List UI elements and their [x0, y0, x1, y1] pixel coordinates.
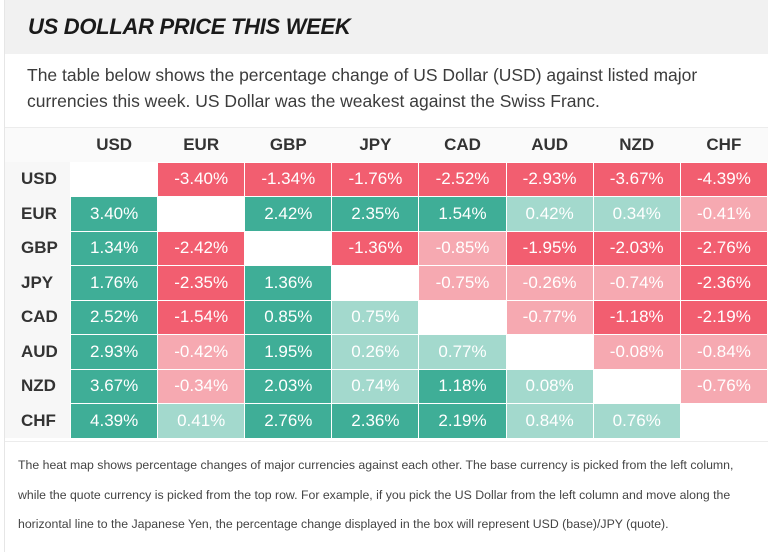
- heat-cell-gbp-usd: 1.34%: [70, 230, 159, 266]
- column-header: JPY: [331, 127, 419, 162]
- heat-cell-aud-cad: 0.77%: [418, 334, 507, 370]
- heat-cell-usd-eur: -3.40%: [157, 161, 246, 197]
- heat-cell-cad-gbp: 0.85%: [244, 299, 333, 335]
- heat-cell-cad-chf: -2.19%: [679, 299, 768, 335]
- column-header: USD: [70, 127, 158, 162]
- column-header: EUR: [157, 127, 245, 162]
- intro-text: The table below shows the percentage cha…: [27, 65, 698, 111]
- heat-cell-aud-usd: 2.93%: [70, 334, 159, 370]
- footnote-text: The heat map shows percentage changes of…: [18, 458, 734, 531]
- table-row: CAD 2.52% -1.54% 0.85% 0.75% -0.77% -1.18% -2.1…: [5, 299, 768, 335]
- heat-cell-aud-aud: [505, 334, 594, 370]
- heat-cell-aud-chf: -0.84%: [679, 334, 768, 370]
- heat-cell-eur-cad: 1.54%: [418, 196, 507, 232]
- heat-cell-nzd-cad: 1.18%: [418, 368, 507, 404]
- heat-cell-nzd-chf: -0.76%: [679, 368, 768, 404]
- heat-cell-aud-gbp: 1.95%: [244, 334, 333, 370]
- page-title: US DOLLAR PRICE THIS WEEK: [28, 14, 351, 39]
- heat-cell-usd-aud: -2.93%: [505, 161, 594, 197]
- heat-cell-cad-jpy: 0.75%: [331, 299, 420, 335]
- row-header: CAD: [5, 300, 71, 335]
- heat-cell-chf-gbp: 2.76%: [244, 403, 333, 439]
- heat-cell-aud-eur: -0.42%: [157, 334, 246, 370]
- heat-cell-gbp-nzd: -2.03%: [592, 230, 681, 266]
- heat-cell-usd-nzd: -3.67%: [592, 161, 681, 197]
- table-row: NZD 3.67% -0.34% 2.03% 0.74% 1.18% 0.08% -0.76%: [5, 368, 768, 404]
- column-header-row: USD EUR GBP JPY CAD AUD NZD CHF: [5, 127, 768, 162]
- heat-cell-cad-usd: 2.52%: [70, 299, 159, 335]
- heat-cell-usd-usd: [70, 161, 159, 197]
- column-header: NZD: [593, 127, 681, 162]
- heat-cell-eur-chf: -0.41%: [679, 196, 768, 232]
- heat-cell-eur-aud: 0.42%: [505, 196, 594, 232]
- table-row: EUR 3.40% 2.42% 2.35% 1.54% 0.42% 0.34% -0.41%: [5, 196, 768, 232]
- row-header: AUD: [5, 334, 71, 369]
- currency-heat-map: USD EUR GBP JPY CAD AUD NZD CHF USD -3.40…: [5, 127, 768, 439]
- heat-cell-gbp-cad: -0.85%: [418, 230, 507, 266]
- heat-cell-nzd-gbp: 2.03%: [244, 368, 333, 404]
- heat-cell-cad-aud: -0.77%: [505, 299, 594, 335]
- heat-cell-cad-eur: -1.54%: [157, 299, 246, 335]
- heat-cell-chf-jpy: 2.36%: [331, 403, 420, 439]
- divider: [5, 441, 768, 442]
- row-header: GBP: [5, 231, 71, 266]
- heat-cell-usd-chf: -4.39%: [679, 161, 768, 197]
- heat-cell-chf-aud: 0.84%: [505, 403, 594, 439]
- heat-cell-gbp-gbp: [244, 230, 333, 266]
- heat-cell-usd-cad: -2.52%: [418, 161, 507, 197]
- heat-cell-jpy-gbp: 1.36%: [244, 265, 333, 301]
- heat-cell-eur-jpy: 2.35%: [331, 196, 420, 232]
- table-row: CHF 4.39% 0.41% 2.76% 2.36% 2.19% 0.84% 0.76%: [5, 403, 768, 439]
- heat-cell-nzd-eur: -0.34%: [157, 368, 246, 404]
- heat-cell-jpy-nzd: -0.74%: [592, 265, 681, 301]
- heat-cell-aud-jpy: 0.26%: [331, 334, 420, 370]
- heat-cell-eur-usd: 3.40%: [70, 196, 159, 232]
- heat-cell-jpy-jpy: [331, 265, 420, 301]
- table-row: AUD 2.93% -0.42% 1.95% 0.26% 0.77% -0.08% -0.84…: [5, 334, 768, 370]
- heat-cell-chf-usd: 4.39%: [70, 403, 159, 439]
- heat-cell-jpy-cad: -0.75%: [418, 265, 507, 301]
- heat-cell-jpy-aud: -0.26%: [505, 265, 594, 301]
- heat-cell-gbp-aud: -1.95%: [505, 230, 594, 266]
- heat-cell-cad-nzd: -1.18%: [592, 299, 681, 335]
- heat-cell-nzd-aud: 0.08%: [505, 368, 594, 404]
- heat-cell-aud-nzd: -0.08%: [592, 334, 681, 370]
- heat-cell-nzd-nzd: [592, 368, 681, 404]
- heat-cell-usd-gbp: -1.34%: [244, 161, 333, 197]
- heat-cell-cad-cad: [418, 299, 507, 335]
- column-header: AUD: [506, 127, 594, 162]
- heat-cell-eur-gbp: 2.42%: [244, 196, 333, 232]
- heat-cell-gbp-jpy: -1.36%: [331, 230, 420, 266]
- table-row: USD -3.40% -1.34% -1.76% -2.52% -2.93% -3.67% -…: [5, 161, 768, 197]
- heat-cell-chf-chf: [679, 403, 768, 439]
- heat-cell-chf-nzd: 0.76%: [592, 403, 681, 439]
- content-frame: [4, 0, 768, 552]
- row-header: CHF: [5, 403, 71, 438]
- corner-cell: [5, 127, 71, 162]
- heat-cell-eur-nzd: 0.34%: [592, 196, 681, 232]
- heat-cell-nzd-usd: 3.67%: [70, 368, 159, 404]
- heat-cell-chf-eur: 0.41%: [157, 403, 246, 439]
- row-header: JPY: [5, 265, 71, 300]
- table-row: GBP 1.34% -2.42% -1.36% -0.85% -1.95% -2.03% -2…: [5, 230, 768, 266]
- table-row: JPY 1.76% -2.35% 1.36% -0.75% -0.26% -0.74% -2.…: [5, 265, 768, 301]
- row-header: NZD: [5, 369, 71, 404]
- heat-cell-gbp-chf: -2.76%: [679, 230, 768, 266]
- heat-cell-jpy-chf: -2.36%: [679, 265, 768, 301]
- column-header: CAD: [418, 127, 507, 162]
- heat-cell-jpy-eur: -2.35%: [157, 265, 246, 301]
- column-header: CHF: [680, 127, 768, 162]
- row-header: USD: [5, 162, 71, 197]
- heat-cell-gbp-eur: -2.42%: [157, 230, 246, 266]
- heat-cell-chf-cad: 2.19%: [418, 403, 507, 439]
- column-header: GBP: [244, 127, 332, 162]
- page-header: US DOLLAR PRICE THIS WEEK: [5, 0, 768, 54]
- heat-cell-usd-jpy: -1.76%: [331, 161, 420, 197]
- heat-cell-nzd-jpy: 0.74%: [331, 368, 420, 404]
- heat-cell-eur-eur: [157, 196, 246, 232]
- heat-cell-jpy-usd: 1.76%: [70, 265, 159, 301]
- row-header: EUR: [5, 196, 71, 231]
